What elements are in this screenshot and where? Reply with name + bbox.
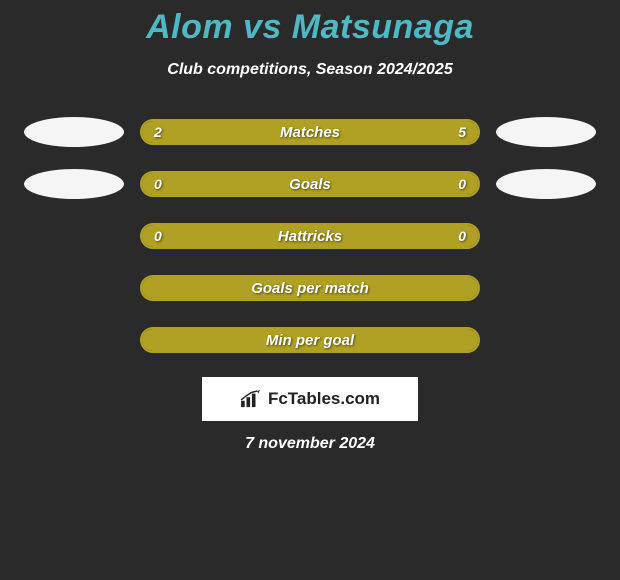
stat-bar: Min per goal	[140, 327, 480, 353]
stat-row: 00Goals	[0, 169, 620, 199]
stat-label: Goals per match	[142, 280, 478, 297]
stat-row: 00Hattricks	[0, 221, 620, 251]
chart-icon	[240, 390, 262, 408]
stat-row: 25Matches	[0, 117, 620, 147]
player-marker-right	[496, 169, 596, 199]
stat-bar: 00Goals	[140, 171, 480, 197]
stat-row: Min per goal	[0, 325, 620, 355]
player-marker-right	[496, 117, 596, 147]
player-marker-left	[24, 117, 124, 147]
stat-rows: 25Matches 00Goals 00Hattricks Goals per mat…	[0, 117, 620, 355]
comparison-widget: Alom vs Matsunaga Club competitions, Sea…	[0, 0, 620, 453]
stat-bar: 25Matches	[140, 119, 480, 145]
spacer	[496, 325, 596, 355]
spacer	[24, 221, 124, 251]
stat-label: Goals	[142, 176, 478, 193]
page-title: Alom vs Matsunaga	[0, 8, 620, 47]
date-text: 7 november 2024	[0, 435, 620, 453]
spacer	[496, 273, 596, 303]
stat-label: Min per goal	[142, 332, 478, 349]
page-subtitle: Club competitions, Season 2024/2025	[0, 61, 620, 79]
logo-text: FcTables.com	[268, 389, 380, 409]
stat-bar: Goals per match	[140, 275, 480, 301]
stat-label: Hattricks	[142, 228, 478, 245]
spacer	[24, 325, 124, 355]
spacer	[496, 221, 596, 251]
player-marker-left	[24, 169, 124, 199]
stat-row: Goals per match	[0, 273, 620, 303]
logo-badge[interactable]: FcTables.com	[202, 377, 418, 421]
spacer	[24, 273, 124, 303]
stat-label: Matches	[142, 124, 478, 141]
stat-bar: 00Hattricks	[140, 223, 480, 249]
